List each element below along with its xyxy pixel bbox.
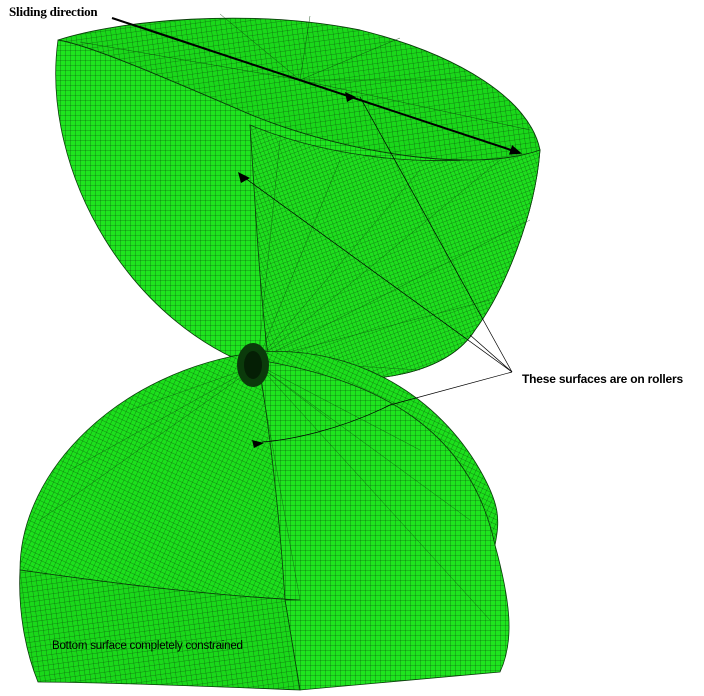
lower-hemisphere-bottom-face (19, 569, 301, 691)
upper-hemisphere (55, 13, 541, 380)
upper-hemisphere-top-face (57, 17, 541, 161)
lower-radial-lines (39, 364, 491, 621)
rollers-label: These surfaces are on rollers (522, 372, 683, 386)
sliding-direction-label: Sliding direction (9, 4, 98, 19)
sliding-direction-arrow (111, 17, 522, 155)
rollers-leader-lines (244, 96, 513, 443)
lower-surface-marker (252, 440, 264, 448)
bottom-constraint-label: Bottom surface completely constrained (52, 640, 243, 652)
lower-hemisphere-cut-face (257, 359, 510, 691)
upper-cut-radial-lines (257, 139, 531, 371)
lower-hemisphere (19, 350, 510, 691)
upper-surface-marker (238, 172, 250, 183)
contact-refinement-zone (237, 343, 269, 387)
upper-hemisphere-cut-face (249, 124, 541, 380)
